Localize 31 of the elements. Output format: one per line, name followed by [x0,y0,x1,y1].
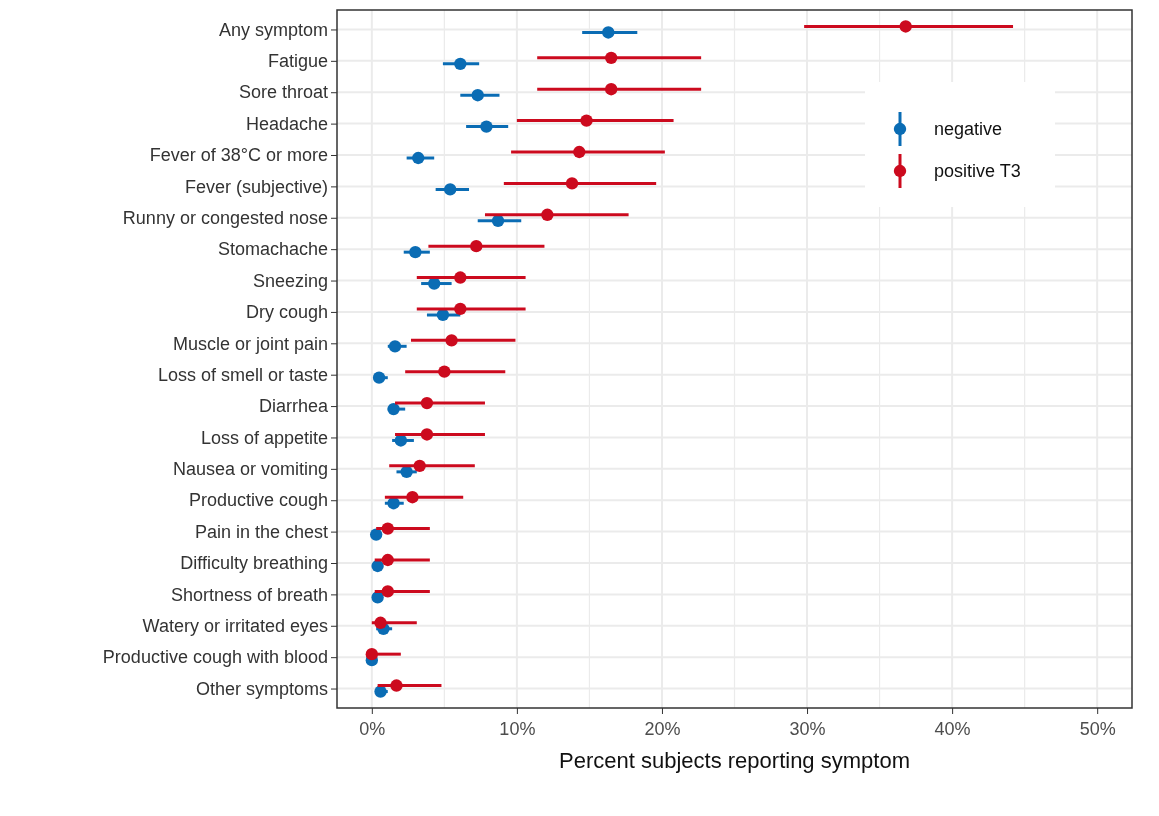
y-tick-label: Diarrhea [258,396,329,417]
y-tick-label: Difficulty breathing [180,553,328,574]
x-tick-label: 40% [934,719,971,739]
y-tick-label: Sneezing [252,270,328,291]
legend-label: positive T3 [934,161,1021,181]
y-tick-label: Nausea or vomiting [172,459,328,480]
y-tick-label: Shortness of breath [170,584,328,605]
y-tick-label: Fever (subjective) [184,176,328,197]
x-tick-label: 0% [359,719,386,739]
x-tick-label: 30% [789,719,826,739]
y-tick-label: Loss of appetite [200,427,328,448]
y-tick-label: Fatigue [267,51,328,72]
y-tick-label: Dry cough [245,302,328,323]
y-tick-label: Productive cough [188,490,328,511]
y-tick-label: Runny or congested nose [122,208,328,229]
y-tick-label: Fever of 38°C or more [149,145,328,166]
y-tick-label: Any symptom [218,19,328,40]
y-tick-label: Watery or irritated eyes [142,616,328,637]
y-tick-label: Sore throat [238,82,328,103]
y-tick-label: Other symptoms [195,678,328,699]
y-tick-label: Loss of smell or taste [157,364,328,385]
x-tick-label: 20% [644,719,681,739]
x-axis-title: Percent subjects reporting symptom [559,748,910,773]
x-tick-label: 10% [499,719,536,739]
y-tick-label: Stomachache [217,239,328,260]
y-tick-label: Muscle or joint pain [172,333,328,354]
legend-label: negative [934,119,1003,139]
y-tick-label: Pain in the chest [194,521,328,542]
x-tick-label: 50% [1079,719,1116,739]
y-tick-label: Productive cough with blood [102,647,328,668]
y-tick-label: Headache [245,113,328,134]
